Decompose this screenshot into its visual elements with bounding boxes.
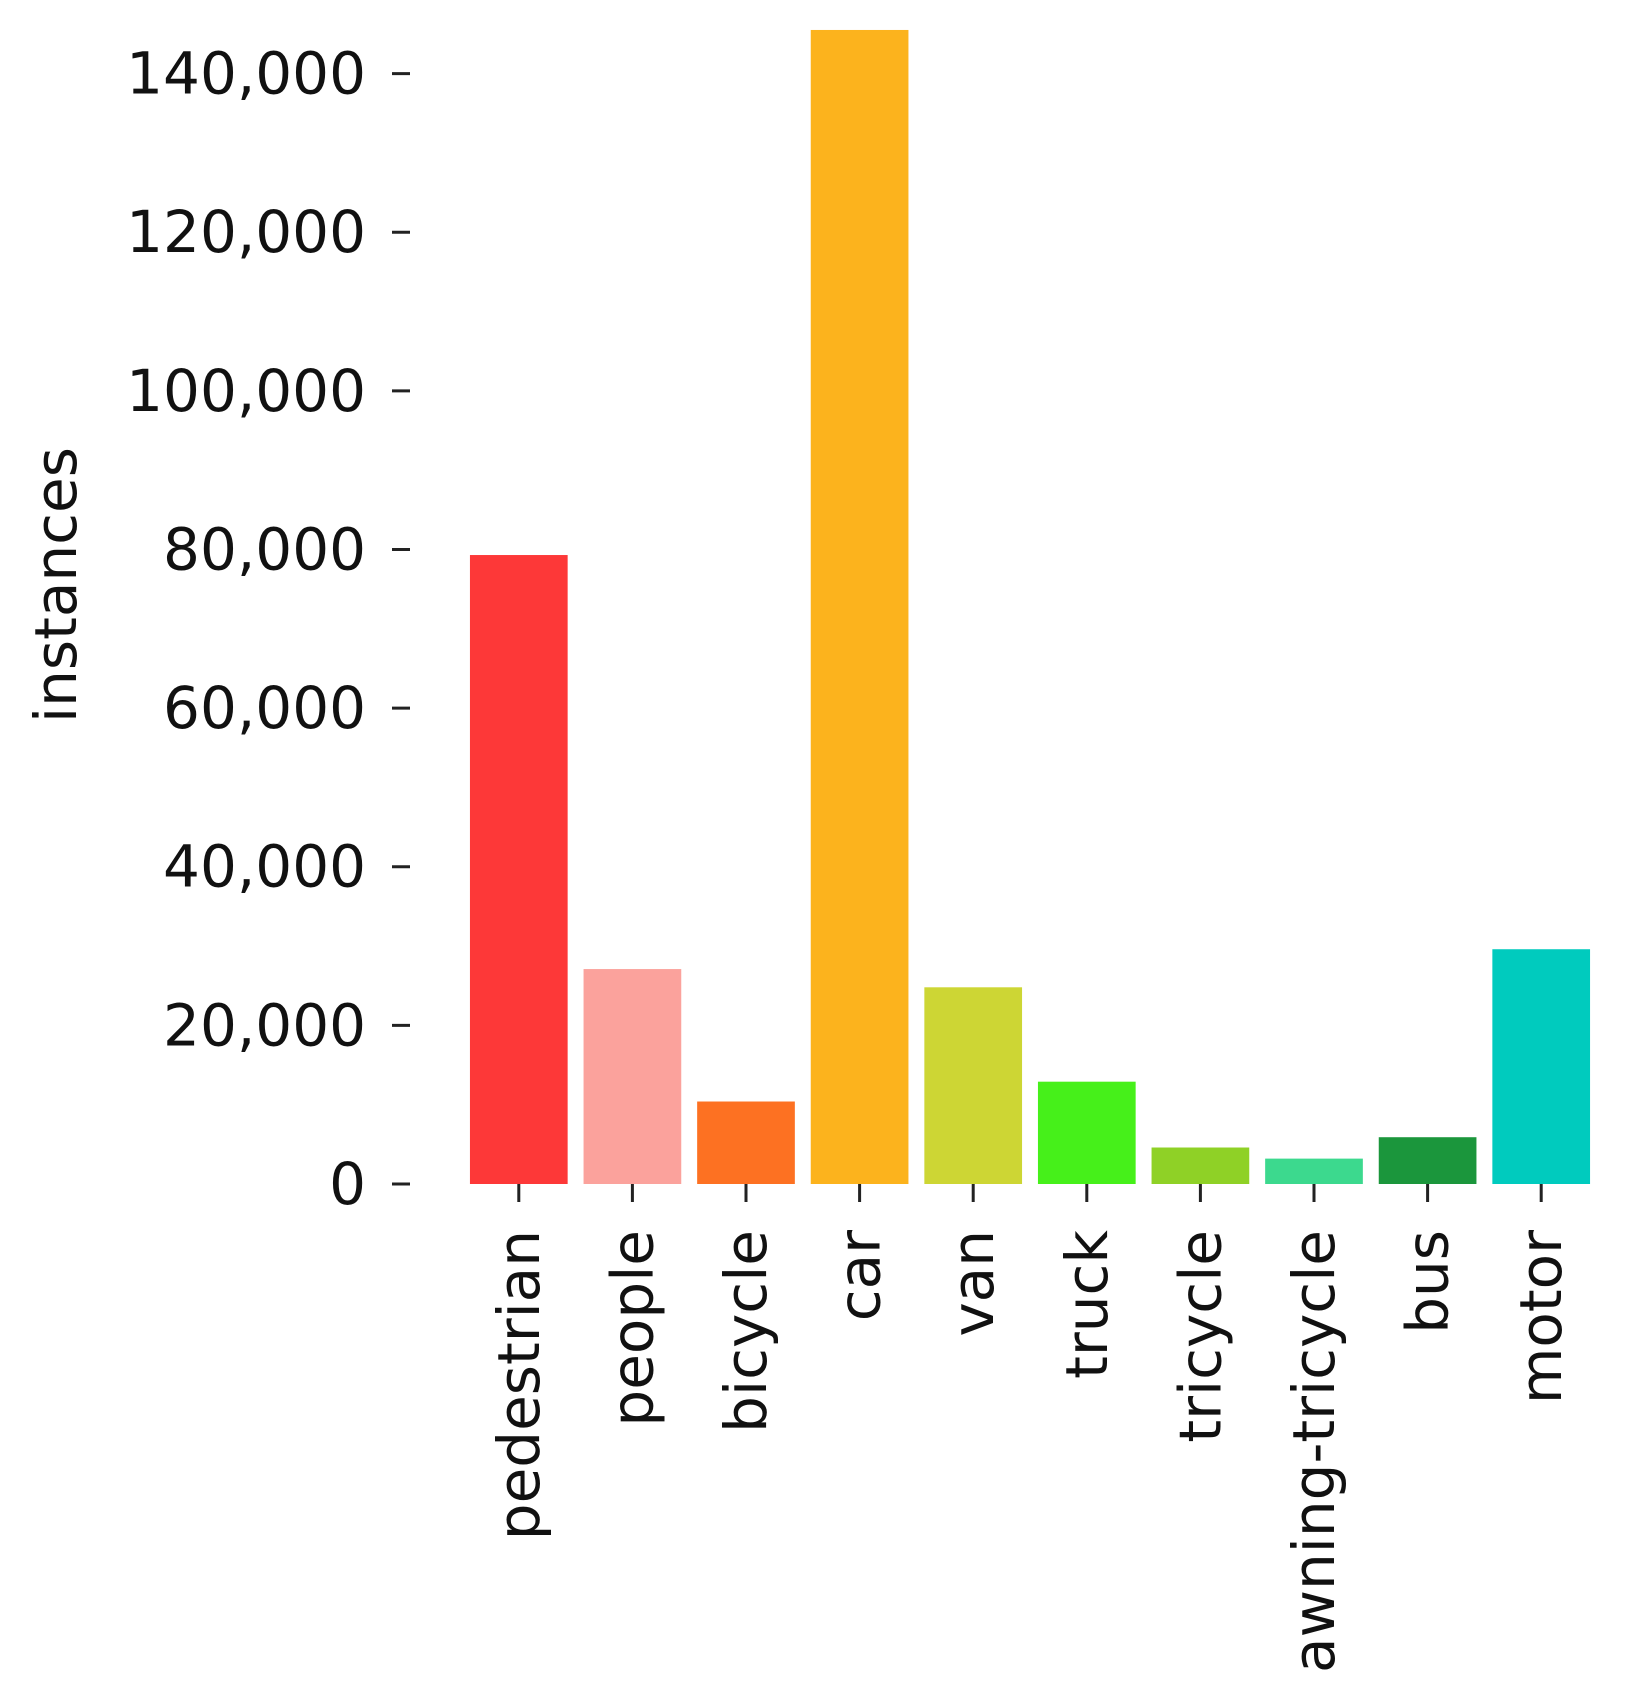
x-tick-label: bus: [1394, 1230, 1462, 1334]
bar-bus: [1378, 1137, 1477, 1184]
x-tick-label: awning-tricycle: [1280, 1230, 1348, 1673]
bar-bicycle: [697, 1101, 795, 1184]
bar-motor: [1492, 949, 1591, 1184]
bar-pedestrian: [469, 555, 568, 1184]
x-tick-label: car: [826, 1230, 894, 1321]
x-tick-label: bicycle: [712, 1230, 780, 1433]
y-axis: 0 20,000 40,000 60,000 80,000 100,000 120,000 1…: [126, 40, 410, 1218]
y-tick-label: 100,000: [126, 357, 366, 425]
x-tick-label: pedestrian: [485, 1230, 553, 1540]
x-tick-label: people: [598, 1230, 666, 1427]
bar-people: [583, 969, 682, 1184]
y-tick-label: 80,000: [163, 515, 366, 583]
y-tick-label: 140,000: [126, 40, 366, 108]
x-tick-label: truck: [1053, 1230, 1121, 1379]
bar-truck: [1037, 1081, 1136, 1184]
y-tick-label: 20,000: [163, 991, 366, 1059]
y-tick-label: 120,000: [126, 198, 366, 266]
x-tick-label: tricycle: [1166, 1230, 1234, 1443]
y-axis-label: instances: [22, 447, 90, 723]
y-tick-label: 40,000: [163, 833, 366, 901]
y-tick-label: 60,000: [163, 674, 366, 742]
bar-van: [924, 987, 1023, 1184]
y-tick-label: 0: [329, 1150, 366, 1218]
x-tick-label: van: [939, 1230, 1007, 1337]
bar-car: [810, 29, 909, 1185]
x-tick-label: motor: [1507, 1230, 1575, 1404]
bar-awning-tricycle: [1265, 1158, 1363, 1184]
x-axis: pedestrian people bicycle car van truck tricyc…: [485, 1184, 1575, 1673]
bars: [469, 29, 1591, 1185]
bar-tricycle: [1151, 1147, 1250, 1184]
